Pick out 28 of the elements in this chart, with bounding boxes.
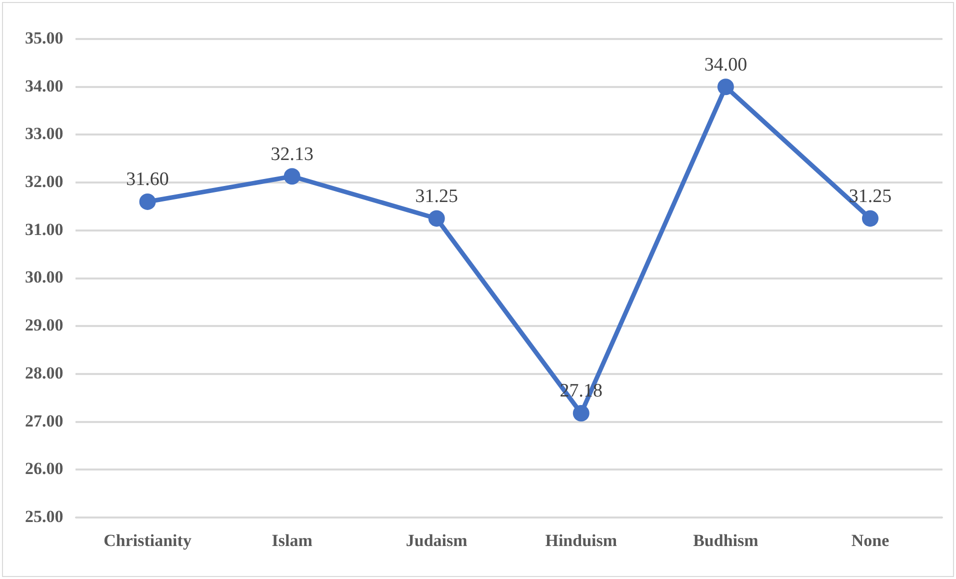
data-label: 31.60 [126, 169, 169, 190]
y-tick-label: 28.00 [25, 363, 64, 382]
x-tick-label: Christianity [104, 531, 192, 550]
data-label: 31.25 [848, 186, 892, 207]
y-tick-label: 35.00 [25, 28, 64, 48]
point [139, 193, 156, 210]
y-tick-label: 30.00 [25, 268, 64, 287]
y-tick-label: 27.00 [25, 411, 64, 430]
x-tick-label: Hinduism [545, 531, 618, 550]
y-tick-label: 26.00 [25, 459, 64, 478]
point [284, 168, 300, 185]
data-label: 31.25 [415, 186, 458, 207]
y-tick-label: 33.00 [25, 124, 64, 144]
y-tick-label: 25.00 [25, 506, 64, 526]
y-tick-label: 34.00 [25, 76, 64, 96]
data-label: 34.00 [704, 54, 748, 76]
x-tick-label: Islam [272, 531, 312, 550]
point [572, 405, 590, 422]
x-tick-label: Judaism [406, 531, 468, 550]
data-label: 32.13 [270, 144, 314, 165]
x-tick-label: None [851, 531, 890, 550]
point [717, 78, 734, 96]
point [862, 210, 878, 227]
y-tick-label: 31.00 [25, 220, 64, 239]
point [428, 210, 445, 227]
y-tick-label: 32.00 [25, 172, 64, 191]
x-tick-label: Budhism [693, 531, 758, 550]
y-tick-label: 29.00 [25, 316, 64, 335]
